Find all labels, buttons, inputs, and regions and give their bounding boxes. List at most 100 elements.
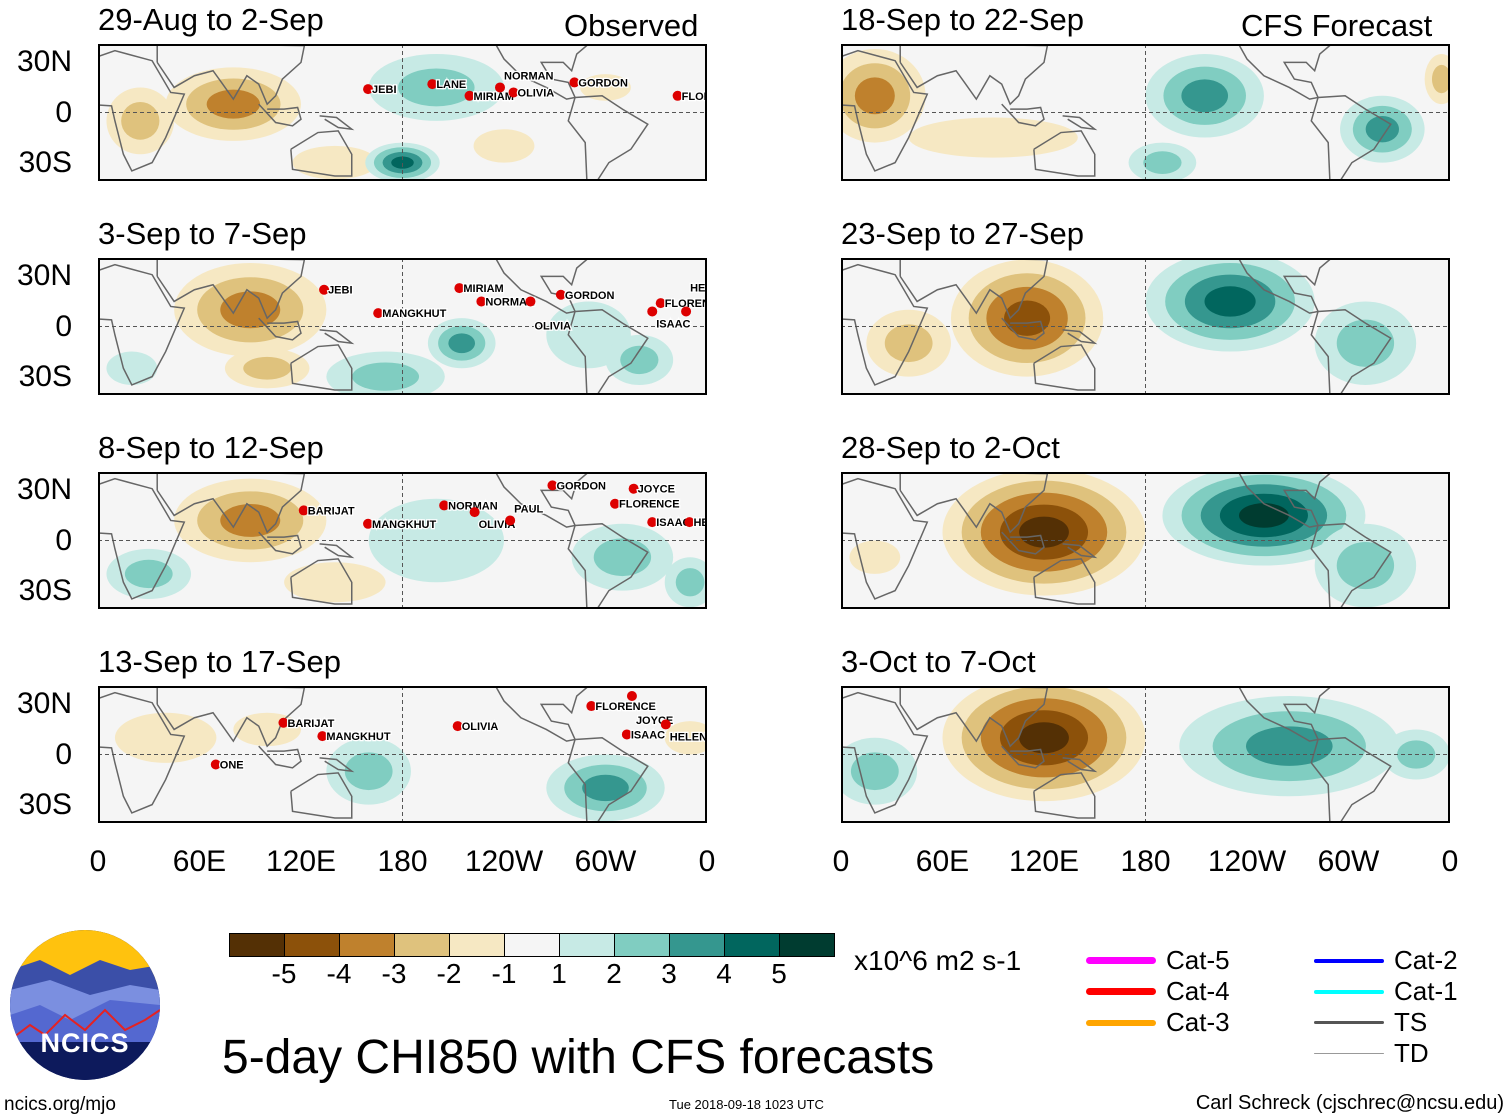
coastline xyxy=(567,95,649,181)
storm-label: HELENE xyxy=(690,282,707,294)
storm-label: BARIJAT xyxy=(287,718,334,730)
storm-marker xyxy=(610,498,621,509)
storm-marker xyxy=(555,289,566,300)
colorbar-tick: 2 xyxy=(606,958,622,989)
map-panel: BARIJAT MANGKHUT NORMAN OLIVIA PAUL GORDON JOY… xyxy=(98,472,707,609)
storm-label: JEBI xyxy=(328,285,352,297)
storm-label: JOYCE xyxy=(638,484,675,496)
storm-label: ISAAC xyxy=(631,729,665,741)
coastline xyxy=(494,44,590,100)
coastline xyxy=(1237,258,1333,314)
colorbar-tick: -3 xyxy=(381,958,407,989)
panel-title: 8-Sep to 12-Sep xyxy=(98,430,324,465)
legend-item: Cat-3 xyxy=(1086,1007,1230,1038)
anomaly-contour xyxy=(580,74,631,101)
coastline xyxy=(841,263,929,386)
colorbar-swatch xyxy=(230,934,285,956)
anomaly-contour xyxy=(124,559,173,589)
lon-label: 120E xyxy=(1008,845,1080,878)
panel-tag: Observed xyxy=(564,8,699,43)
coastline xyxy=(290,558,353,605)
panel-title: 3-Sep to 7-Sep xyxy=(98,216,307,251)
anomaly-contour xyxy=(582,774,629,802)
anomaly-contour xyxy=(854,77,895,115)
coastline xyxy=(258,317,302,341)
storm-marker xyxy=(626,691,637,702)
storm-marker xyxy=(454,283,465,294)
storm-marker xyxy=(547,480,558,491)
map-panel: JEBI LANE MIRIAM OLIVIA NORMAN GORDON FLORENCE xyxy=(98,44,707,181)
storm-marker xyxy=(621,729,632,740)
footer-url[interactable]: ncics.org/mjo xyxy=(4,1094,116,1115)
colorbar-tick: -5 xyxy=(271,958,297,989)
anomaly-contour xyxy=(473,129,535,163)
coastline xyxy=(1310,737,1392,823)
panel-title: 3-Oct to 7-Oct xyxy=(841,644,1036,679)
coastline xyxy=(1033,772,1096,819)
coastline xyxy=(290,130,353,177)
storm-label: ISAAC xyxy=(656,318,690,330)
footer-author: Carl Schreck (cjschrec@ncsu.edu) xyxy=(1195,1092,1504,1114)
storm-marker xyxy=(681,306,692,317)
storm-label: NORMAN xyxy=(448,500,498,512)
anomaly-contour xyxy=(884,324,933,363)
storm-label: LANE xyxy=(436,79,466,91)
storm-marker xyxy=(647,306,658,317)
lon-label: 120E xyxy=(265,845,337,878)
coastline xyxy=(258,103,302,127)
storm-label: ONE xyxy=(220,760,244,772)
coastline xyxy=(494,258,590,314)
colorbar-tick: 5 xyxy=(771,958,787,989)
storm-marker xyxy=(427,79,438,90)
anomaly-contour xyxy=(1181,79,1229,113)
storm-marker xyxy=(655,298,666,309)
coastline xyxy=(1001,531,1045,555)
storm-label: OLIVIA xyxy=(534,320,571,332)
coastline xyxy=(841,477,929,600)
storm-marker xyxy=(628,483,639,494)
panel-title: 18-Sep to 22-Sep xyxy=(841,2,1085,37)
anomaly-contour xyxy=(1365,116,1399,143)
panel-title: 13-Sep to 17-Sep xyxy=(98,644,342,679)
colorbar-swatch xyxy=(450,934,505,956)
anomaly-contour xyxy=(114,712,217,763)
map-panel xyxy=(841,44,1450,181)
anomaly-contour xyxy=(1019,516,1069,548)
storm-marker xyxy=(278,717,289,728)
storm-label: GORDON xyxy=(556,480,606,492)
map-panel xyxy=(841,686,1450,823)
colorbar-swatch xyxy=(725,934,780,956)
storm-marker xyxy=(469,507,480,518)
anomaly-contour xyxy=(620,345,659,375)
footer-timestamp: Tue 2018-09-18 1023 UTC xyxy=(669,1097,824,1112)
legend-item: TD xyxy=(1314,1038,1429,1069)
colorbar-tick: 3 xyxy=(661,958,677,989)
coastline xyxy=(290,344,353,391)
storm-label: FLORENCE xyxy=(619,499,680,511)
coastline xyxy=(1310,309,1392,395)
coastline xyxy=(319,543,355,559)
lat-label: 30S xyxy=(18,573,72,607)
storm-marker xyxy=(298,505,309,516)
lat-label: 30S xyxy=(18,145,72,179)
storm-marker xyxy=(505,515,516,526)
storm-label: OLIVIA xyxy=(462,721,499,733)
panel-tag: CFS Forecast xyxy=(1241,8,1433,43)
colorbar-swatch xyxy=(780,934,834,956)
lat-label: 30N xyxy=(16,45,72,79)
coastline xyxy=(258,745,302,769)
colorbar-swatch xyxy=(560,934,615,956)
lon-label: 60W xyxy=(1317,845,1380,878)
storm-label: PAUL xyxy=(514,503,543,515)
coastline xyxy=(290,772,353,819)
anomaly-contour xyxy=(284,562,386,603)
storm-marker xyxy=(660,719,671,730)
coastline xyxy=(1062,115,1098,131)
legend-line-icon xyxy=(1314,1053,1384,1054)
legend-label: Cat-3 xyxy=(1166,1007,1230,1037)
coastline xyxy=(1062,329,1098,345)
legend-line-icon xyxy=(1314,1021,1384,1024)
lat-label: 0 xyxy=(55,309,72,343)
coastline xyxy=(1062,757,1098,773)
colorbar-units: x10^6 m2 s-1 xyxy=(854,945,1022,976)
